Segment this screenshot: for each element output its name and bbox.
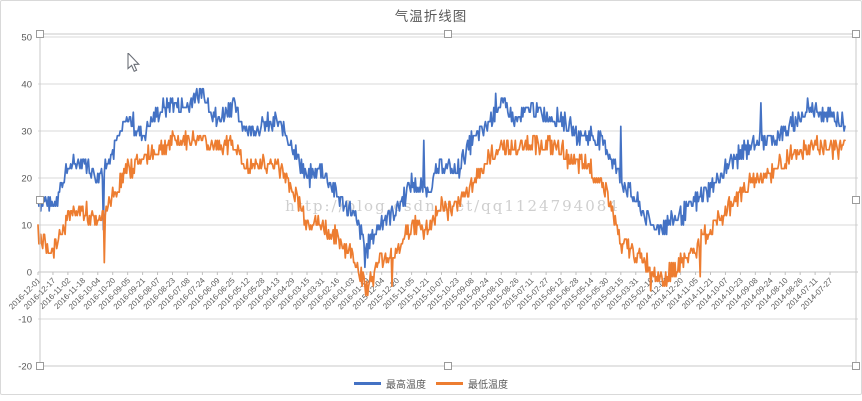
y-tick-label: 20 [21, 174, 32, 185]
y-tick-label: 30 [21, 127, 32, 138]
legend-item-max-temp[interactable]: 最高温度 [354, 376, 426, 391]
watermark-text: http://blog.csdn.net/qq1124794084 [285, 197, 620, 215]
y-tick-label: 50 [21, 33, 32, 44]
min-temp-line-swatch [436, 382, 463, 385]
chart-title[interactable]: 气温折线图 [394, 9, 468, 24]
selection-handle[interactable] [444, 362, 452, 370]
legend-item-min-temp[interactable]: 最低温度 [436, 376, 508, 391]
selection-handle[interactable] [36, 196, 44, 204]
selection-handle[interactable] [852, 196, 860, 204]
selection-handle[interactable] [36, 362, 44, 370]
y-tick-label: 0 [27, 268, 32, 279]
max-temp-line[interactable] [37, 87, 846, 269]
y-tick-label: -10 [18, 315, 32, 326]
mouse-cursor-icon [127, 53, 141, 73]
min-temp-line[interactable] [37, 130, 846, 297]
y-tick-label: -20 [18, 362, 32, 373]
chart-legend[interactable]: 最高温度 最低温度 [0, 376, 862, 391]
y-tick-label: 40 [21, 80, 32, 91]
legend-label-max-temp: 最高温度 [386, 380, 426, 391]
selection-handle[interactable] [444, 30, 452, 38]
selection-handle[interactable] [36, 30, 44, 38]
legend-label-min-temp: 最低温度 [468, 380, 508, 391]
max-temp-line-swatch [354, 382, 381, 385]
selection-handle[interactable] [852, 30, 860, 38]
selection-handle[interactable] [852, 362, 860, 370]
y-tick-label: 10 [21, 221, 32, 232]
